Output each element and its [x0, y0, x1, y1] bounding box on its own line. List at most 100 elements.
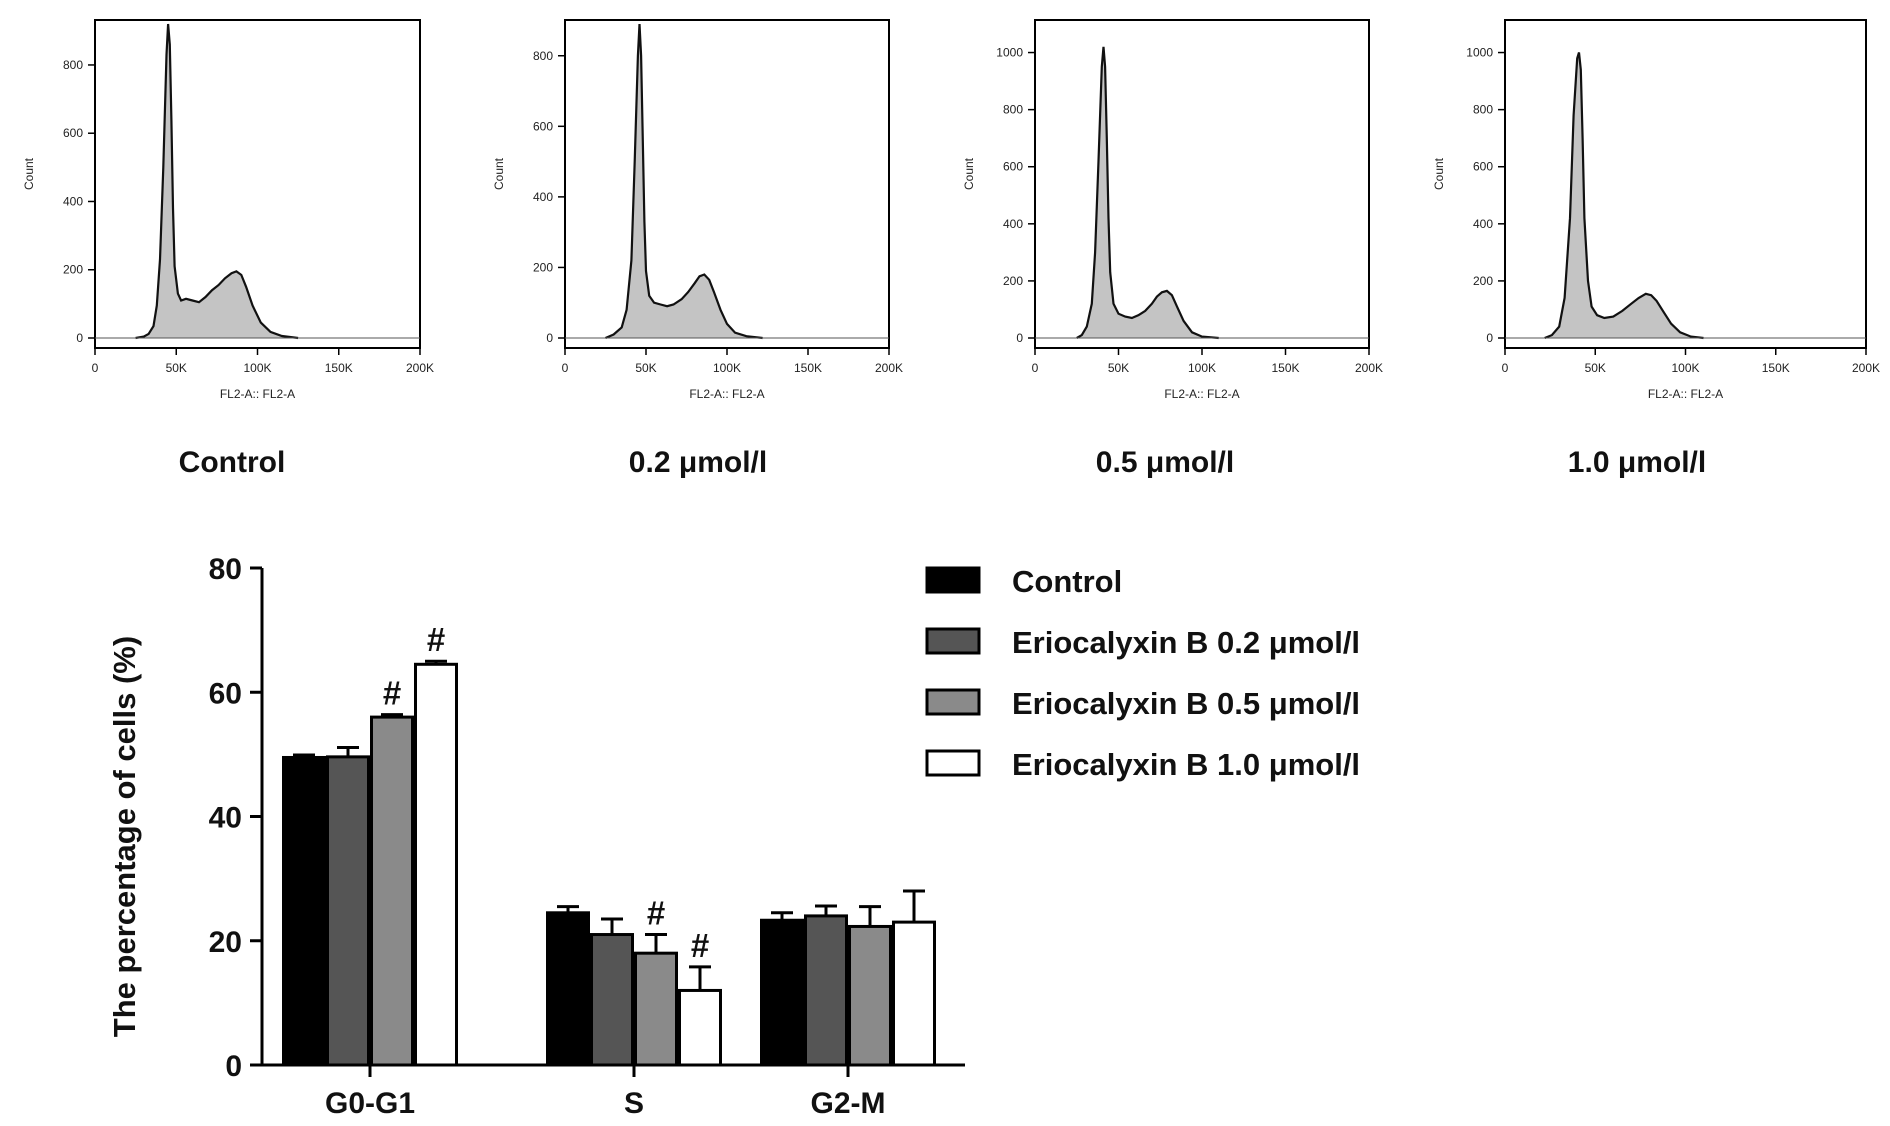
x-tick-label: G2-M [811, 1087, 886, 1120]
x-axis-label: FL2-A:: FL2-A [220, 387, 295, 401]
y-tick-label: 800 [1473, 103, 1493, 117]
legend-swatch [925, 566, 981, 594]
y-tick-label: 800 [63, 58, 83, 72]
x-tick-label: 150K [794, 361, 822, 375]
y-axis-label: Count [1432, 157, 1446, 190]
x-axis-label: FL2-A:: FL2-A [1164, 387, 1239, 401]
panel-caption: 1.0 μmol/l [1568, 446, 1706, 479]
legend-label: Eriocalyxin B 1.0 μmol/l [1012, 747, 1360, 782]
y-tick-label: 800 [1003, 103, 1023, 117]
x-tick-label: 100K [243, 361, 271, 375]
significance-mark: # [647, 895, 665, 932]
x-tick-label: 200K [406, 361, 434, 375]
bar [282, 755, 326, 1067]
x-tick-label: 150K [1762, 361, 1790, 375]
y-tick-label: 0 [1486, 331, 1493, 345]
bar [546, 911, 590, 1067]
y-tick-label: 20 [209, 926, 242, 959]
y-tick-label: 0 [225, 1050, 242, 1083]
panel-caption: 0.5 μmol/l [1096, 446, 1234, 479]
legend-label: Eriocalyxin B 0.2 μmol/l [1012, 625, 1360, 660]
x-tick-label: 0 [92, 361, 99, 375]
histogram-line [1544, 52, 1704, 340]
significance-mark: # [691, 927, 709, 964]
y-tick-label: 0 [546, 331, 553, 345]
histogram-fill [1544, 52, 1704, 338]
x-axis-label: FL2-A:: FL2-A [1648, 387, 1723, 401]
y-tick-label: 600 [63, 126, 83, 140]
bar [370, 715, 414, 1067]
x-tick-label: 150K [1271, 361, 1299, 375]
y-tick-label: 600 [1003, 160, 1023, 174]
legend-swatch [925, 627, 981, 655]
x-tick-label: 100K [713, 361, 741, 375]
plot-frame [1034, 19, 1370, 349]
x-tick-label: 100K [1188, 361, 1216, 375]
legend-label: Eriocalyxin B 0.5 μmol/l [1012, 686, 1360, 721]
bar [848, 924, 892, 1067]
bar [634, 951, 678, 1067]
y-tick-label: 200 [1003, 274, 1023, 288]
x-tick-label: 0 [562, 361, 569, 375]
y-tick-label: 40 [209, 802, 242, 835]
significance-mark: # [383, 675, 401, 712]
y-tick-label: 0 [1016, 331, 1023, 345]
histogram-line [135, 23, 299, 340]
plot-frame [1504, 19, 1867, 349]
panel-caption: Control [179, 446, 286, 479]
legend-swatch [925, 749, 981, 777]
y-tick-label: 200 [533, 260, 553, 274]
significance-mark: # [427, 621, 445, 658]
plot-frame [94, 19, 421, 349]
y-tick-label: 80 [209, 553, 242, 586]
y-tick-label: 400 [533, 190, 553, 204]
y-axis-label: The percentage of cells (%) [107, 636, 142, 1037]
y-tick-label: 600 [533, 119, 553, 133]
y-tick-label: 1000 [1466, 46, 1493, 60]
y-tick-label: 800 [533, 49, 553, 63]
bar [760, 918, 804, 1067]
x-tick-label: 50K [166, 361, 187, 375]
bar [326, 755, 370, 1067]
x-tick-label: G0-G1 [325, 1087, 415, 1120]
y-tick-label: 1000 [996, 46, 1023, 60]
y-tick-label: 400 [1473, 217, 1493, 231]
x-tick-label: 150K [325, 361, 353, 375]
y-tick-label: 0 [76, 331, 83, 345]
x-tick-label: 200K [1852, 361, 1880, 375]
x-axis-label: FL2-A:: FL2-A [689, 387, 764, 401]
x-tick-label: S [624, 1087, 644, 1120]
y-tick-label: 600 [1473, 160, 1493, 174]
y-tick-label: 400 [63, 194, 83, 208]
y-axis-label: Count [492, 157, 506, 190]
x-tick-label: 50K [1585, 361, 1606, 375]
y-axis-label: Count [962, 157, 976, 190]
x-tick-label: 50K [635, 361, 656, 375]
histogram-line [1076, 46, 1219, 340]
x-tick-label: 200K [875, 361, 903, 375]
x-tick-label: 0 [1032, 361, 1039, 375]
bar [804, 914, 848, 1067]
legend-swatch [925, 688, 981, 716]
y-axis-label: Count [22, 157, 36, 190]
plot-frame [564, 19, 890, 349]
bar [678, 988, 722, 1067]
panel-caption: 0.2 μmol/l [629, 446, 767, 479]
x-tick-label: 100K [1671, 361, 1699, 375]
x-tick-label: 200K [1355, 361, 1383, 375]
bar [590, 933, 634, 1067]
y-tick-label: 60 [209, 677, 242, 710]
x-tick-label: 50K [1108, 361, 1129, 375]
histogram-line [605, 23, 763, 340]
y-tick-label: 200 [63, 263, 83, 277]
histogram-fill [135, 24, 299, 338]
bar-chart: 0 20 40 60 80 The percentage of cells (%) G0-G… [107, 553, 1360, 1120]
bar [414, 662, 458, 1067]
y-tick-label: 200 [1473, 274, 1493, 288]
x-tick-label: 0 [1502, 361, 1509, 375]
